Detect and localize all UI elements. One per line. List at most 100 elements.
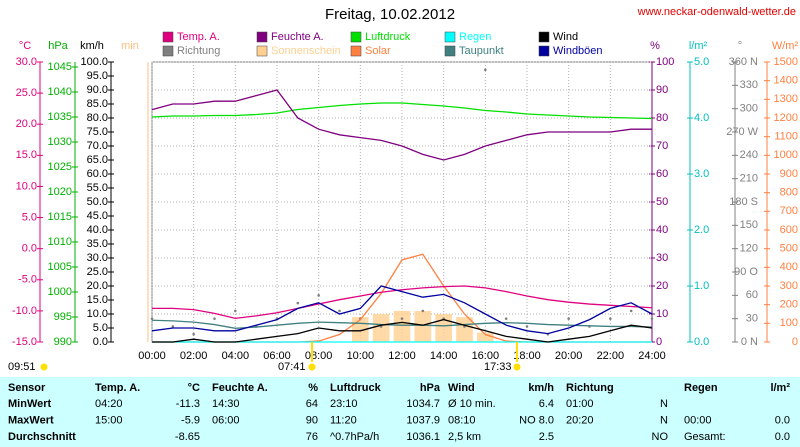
row-label: Durchschnitt — [8, 431, 76, 443]
direction-dot — [296, 301, 300, 305]
y-tick-label: 900 — [780, 168, 798, 180]
x-tick-label: 06:00 — [263, 350, 291, 362]
y-tick-label: 85.0 — [87, 98, 108, 110]
x-tick-label: 20:00 — [555, 350, 583, 362]
y-tick-label: 360 N — [729, 56, 758, 68]
y-tick-label: 60.0 — [87, 168, 108, 180]
table-cell: 0.0 — [775, 414, 790, 426]
y-tick-label: 150 — [740, 219, 758, 231]
y-tick-label: 300 — [740, 103, 758, 115]
x-tick-label: 00:00 — [138, 350, 166, 362]
y-tick-label: 120 — [740, 243, 758, 255]
legend-label: Windböen — [553, 45, 603, 57]
y-tick-label: 90 — [656, 84, 668, 96]
sun-time: 07:41 — [278, 361, 306, 373]
table-header: Regen — [684, 382, 718, 394]
y-tick-label: 1005 — [48, 261, 72, 273]
direction-dot — [213, 317, 216, 320]
sun-marker — [40, 363, 48, 371]
legend-swatch — [444, 31, 456, 43]
sun-marker — [513, 363, 521, 371]
table-cell: 0.0 — [775, 431, 790, 443]
y-tick-label: 40.0 — [87, 224, 108, 236]
legend-swatch — [538, 45, 550, 57]
y-tick-label: 1000 — [774, 149, 798, 161]
table-cell: 00:00 — [684, 414, 712, 426]
table-header: Feuchte A. — [212, 382, 268, 394]
table-header: Temp. A. — [95, 382, 140, 394]
y-tick-label: 80 — [656, 112, 668, 124]
y-tick-label: 800 — [780, 187, 798, 199]
table-cell: 1034.7 — [406, 398, 440, 410]
y-tick-label: 10.0 — [87, 308, 108, 320]
series-line — [151, 285, 653, 335]
direction-dot — [317, 294, 320, 297]
y-tick-label: 20.0 — [87, 280, 108, 292]
direction-dot — [192, 332, 195, 336]
y-tick-label: -5.0 — [18, 274, 37, 286]
table-header: km/h — [528, 382, 554, 394]
y-tick-label: 700 — [780, 205, 798, 217]
axis-title: l/m² — [689, 40, 708, 52]
legend-label: Temp. A. — [177, 31, 220, 43]
y-tick-label: 30.0 — [16, 56, 37, 68]
sunshine-bar — [456, 317, 473, 342]
y-tick-label: 1300 — [774, 93, 798, 105]
table-cell: 20:20 — [566, 414, 594, 426]
y-tick-label: 1030 — [48, 136, 72, 148]
y-tick-label: 75.0 — [87, 126, 108, 138]
y-tick-label: -15.0 — [12, 336, 37, 348]
x-tick-label: 16:00 — [472, 350, 500, 362]
chart-title: Freitag, 10.02.2012 — [325, 6, 455, 23]
y-tick-label: 25.0 — [87, 266, 108, 278]
direction-dot — [234, 309, 237, 313]
table-cell: 64 — [306, 398, 318, 410]
table-cell: 6.4 — [539, 398, 554, 410]
axis-title: hPa — [48, 40, 68, 52]
axis-title: °C — [19, 40, 31, 52]
x-tick-label: 24:00 — [638, 350, 666, 362]
y-tick-label: 5.0 — [694, 56, 709, 68]
direction-dot — [400, 317, 404, 320]
y-tick-label: 100 — [656, 56, 674, 68]
legend-label: Richtung — [177, 45, 220, 57]
x-tick-label: 18:00 — [513, 350, 541, 362]
y-tick-label: 20.0 — [16, 118, 37, 130]
table-cell: 11:20 — [330, 414, 357, 426]
y-tick-label: 90.0 — [87, 84, 108, 96]
y-tick-label: 60 — [656, 168, 668, 180]
sun-marker — [308, 363, 316, 371]
table-header: hPa — [420, 382, 441, 394]
y-tick-label: 500 — [780, 243, 798, 255]
table-cell: 2.5 — [539, 431, 554, 443]
y-tick-label: 0 — [656, 336, 662, 348]
legend-swatch — [444, 45, 456, 57]
table-cell: 08:10 — [448, 414, 476, 426]
y-tick-label: 15.0 — [87, 294, 108, 306]
legend-swatch — [350, 45, 362, 57]
y-tick-label: 15.0 — [16, 149, 37, 161]
table-cell: NO — [652, 431, 669, 443]
y-tick-label: 1500 — [774, 56, 798, 68]
y-tick-label: -10.0 — [12, 305, 37, 317]
y-tick-label: 95.0 — [87, 70, 108, 82]
y-tick-label: 55.0 — [87, 182, 108, 194]
y-tick-label: 1400 — [774, 75, 798, 87]
table-cell: Gesamt: — [684, 431, 726, 443]
table-cell: -5.9 — [181, 414, 200, 426]
table-cell: 15:00 — [95, 414, 123, 426]
table-cell: N — [660, 414, 668, 426]
y-tick-label: 1035 — [48, 111, 72, 123]
table-cell: 1036.1 — [406, 431, 440, 443]
y-tick-label: 1100 — [774, 131, 798, 143]
y-tick-label: 30 — [656, 252, 668, 264]
y-tick-label: 1.0 — [694, 280, 709, 292]
axis-title: ° — [738, 40, 742, 52]
y-tick-label: 3.0 — [694, 168, 709, 180]
axis-title: W/m² — [772, 40, 799, 52]
y-tick-label: 210 — [740, 173, 758, 185]
direction-dot — [484, 68, 487, 72]
y-tick-label: 4.0 — [694, 112, 709, 124]
table-cell: 90 — [306, 414, 318, 426]
